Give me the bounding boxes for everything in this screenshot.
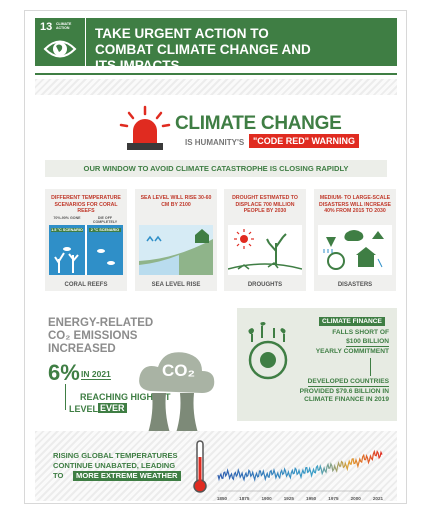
headline-title: CLIMATE CHANGE [175,113,342,134]
card-text: MEDIUM- TO LARGE-SCALE DISASTERS WILL IN… [319,195,391,214]
scenario-panel: 70%-90% GONE 1.5 °C SCENARIO [49,216,85,275]
card-image: 70%-90% GONE 1.5 °C SCENARIO DIE OFF COM… [49,216,123,275]
year-label: 1975 [328,496,339,501]
fish-icon [97,249,115,265]
code-red-badge: "CODE RED" WARNING [249,134,360,148]
divider [85,18,86,66]
scenario-label: 2 °C SCENARIO [89,228,121,232]
card-text: DIFFERENT TEMPERATURE SCENARIOS FOR CORA… [51,195,121,214]
connector [65,384,66,410]
headline-subtitle: IS HUMANITY'S [185,138,245,147]
card-label: SEA LEVEL RISE [151,282,201,288]
card-text: SEA LEVEL WILL RISE 30-60 CM BY 2100 [140,195,212,208]
banner: OUR WINDOW TO AVOID CLIMATE CATASTROPHE … [45,160,387,177]
temperature-line [217,449,383,482]
temperature-band [35,431,397,501]
goal-number: 13 [40,21,53,33]
sea-level-icon [139,225,213,275]
year-label: 2000 [351,496,362,501]
thermometer-icon [193,440,207,493]
year-label: 1875 [239,496,250,501]
card: MEDIUM- TO LARGE-SCALE DISASTERS WILL IN… [314,189,396,291]
card-text: DROUGHT ESTIMATED TO DISPLACE 700 MILLIO… [232,195,298,214]
year-label: 1900 [261,496,272,501]
drought-icon [228,225,302,275]
emissions-text: ENERGY-RELATED CO₂ EMISSIONS INCREASED [48,317,154,355]
finance-detail: PROVIDED $79.6 BILLION IN CLIMATE FINANC… [299,388,389,403]
goal-name: CLIMATE ACTION [56,22,72,30]
card: DIFFERENT TEMPERATURE SCENARIOS FOR CORA… [45,189,127,291]
card-label: DISASTERS [337,282,373,288]
scenario-panel: DIE OFF COMPLETELY 2 °C SCENARIO [87,216,123,275]
year-label: 1850 [217,496,228,501]
card-label: CORAL REEFS [64,282,108,288]
card: SEA LEVEL WILL RISE 30-60 CM BY 2100 SEA… [135,189,217,291]
coral-icon [54,247,79,273]
emissions-note: REACHING HIGHEST [80,392,171,402]
scenario-label: 1.5 °C SCENARIO [51,228,83,232]
finance-amount: $100 BILLION [346,338,389,347]
siren-icon [119,105,171,150]
finance-line: FALLS SHORT OF [332,329,389,336]
year-label: 1950 [306,496,317,501]
co2-factory-icon [139,352,215,433]
emissions-highlight: EVER [98,403,127,413]
card-label: DROUGHTS [247,282,283,288]
temperature-text: RISING GLOBAL TEMPERATURES CONTINUE UNAB… [53,451,178,480]
emissions-note-end: LEVEL [69,404,99,414]
year-label: 2021 [373,496,384,501]
emissions-year: IN 2021 [81,369,111,380]
rule [35,73,397,75]
infographic: 13 CLIMATE ACTION TAKE URGENT ACTION TO … [24,10,407,504]
finance-tag-2: DEVELOPED COUNTRIES [307,378,389,387]
connector [370,358,371,376]
card: DROUGHT ESTIMATED TO DISPLACE 700 MILLIO… [224,189,306,291]
scenario-outcome: 70%-90% GONE [53,216,81,220]
temperature-chart: 1850 1875 1900 1925 1950 1975 2000 2021 [217,449,384,501]
finance-panel: CLIMATE FINANCE FALLS SHORT OF $100 BILL… [237,308,397,421]
hatch-band [35,79,397,95]
globe-icon [248,322,288,380]
header-title: TAKE URGENT ACTION TO COMBAT CLIMATE CHA… [95,26,311,73]
year-label: 1925 [284,496,295,501]
co2-label: CO₂ [162,361,196,380]
emissions-value: 6% [48,360,80,385]
finance-line: YEARLY COMMITMENT [315,348,389,355]
temperature-highlight: MORE EXTREME WEATHER [73,471,181,481]
goal-icon [43,40,77,58]
finance-tag: CLIMATE FINANCE [319,317,385,326]
scenario-outcome: DIE OFF COMPLETELY [92,216,118,224]
disasters-icon [318,225,392,275]
header: 13 CLIMATE ACTION TAKE URGENT ACTION TO … [35,18,397,73]
